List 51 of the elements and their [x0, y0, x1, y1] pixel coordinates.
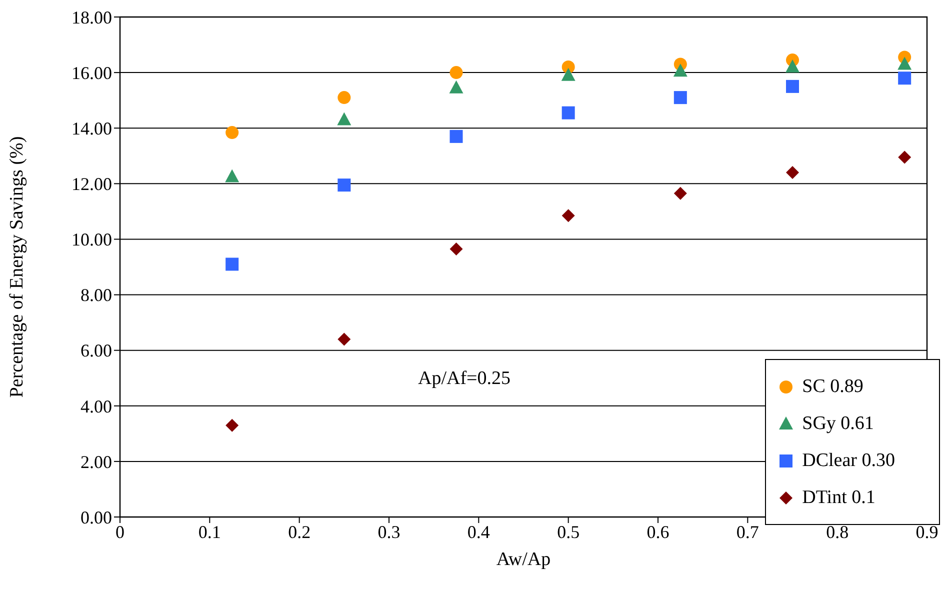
annotation: Ap/Af=0.25: [418, 368, 511, 390]
legend-label: SGy 0.61: [802, 412, 874, 436]
y-tick-label: 18.00: [72, 7, 112, 28]
x-tick-label: 0: [116, 522, 124, 542]
point: [898, 56, 912, 70]
y-axis-title: Percentage of Energy Savings (%): [6, 136, 28, 398]
point: [226, 418, 239, 432]
y-tick-label: 0.00: [80, 507, 112, 528]
point: [562, 209, 575, 222]
x-tick-label: 0.4: [467, 522, 490, 542]
y-tick-label: 16.00: [72, 62, 112, 83]
point: [786, 60, 800, 72]
x-tick-label: 0.6: [646, 522, 670, 542]
point: [338, 332, 351, 346]
point: [450, 242, 463, 256]
y-tick-label: 4.00: [80, 396, 112, 416]
point: [562, 106, 575, 120]
point: [786, 166, 799, 180]
y-tick-label: 14.00: [72, 118, 112, 138]
point: [338, 91, 351, 104]
point: [450, 130, 463, 143]
point: [337, 112, 352, 126]
point: [898, 72, 912, 85]
x-tick-label: 0.9: [916, 522, 938, 542]
point: [450, 66, 463, 80]
x-tick-label: 0.8: [826, 522, 849, 542]
legend-label: DTint 0.1: [802, 486, 876, 510]
x-axis-title: Aw/Ap: [496, 549, 551, 570]
point: [561, 68, 576, 81]
point: [673, 64, 688, 77]
point: [674, 91, 687, 104]
point: [338, 178, 351, 192]
x-tick-label: 0.1: [198, 522, 221, 542]
point: [898, 150, 912, 164]
legend-label: SC 0.89: [802, 375, 864, 399]
y-tick-label: 8.00: [80, 285, 112, 306]
y-tick-label: 6.00: [80, 340, 112, 361]
point: [225, 169, 240, 182]
point: [449, 80, 464, 94]
y-tick-label: 10.00: [72, 230, 112, 250]
y-tick-label: 2.00: [80, 452, 112, 472]
x-tick-label: 0.3: [378, 522, 400, 542]
point: [674, 186, 687, 200]
x-tick-label: 0.2: [288, 522, 311, 542]
x-tick-label: 0.7: [736, 522, 759, 542]
point: [226, 258, 239, 271]
y-tick-label: 12.00: [72, 174, 112, 194]
legend-label: DClear 0.30: [802, 449, 895, 473]
x-tick-label: 0.5: [557, 522, 580, 542]
point: [226, 126, 239, 140]
point: [786, 80, 799, 93]
